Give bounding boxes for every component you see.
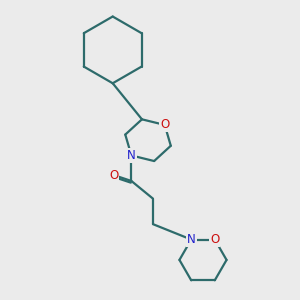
Text: O: O: [210, 233, 219, 246]
Text: N: N: [127, 149, 136, 162]
Text: N: N: [187, 233, 196, 246]
Text: O: O: [160, 118, 169, 131]
Text: O: O: [109, 169, 118, 182]
